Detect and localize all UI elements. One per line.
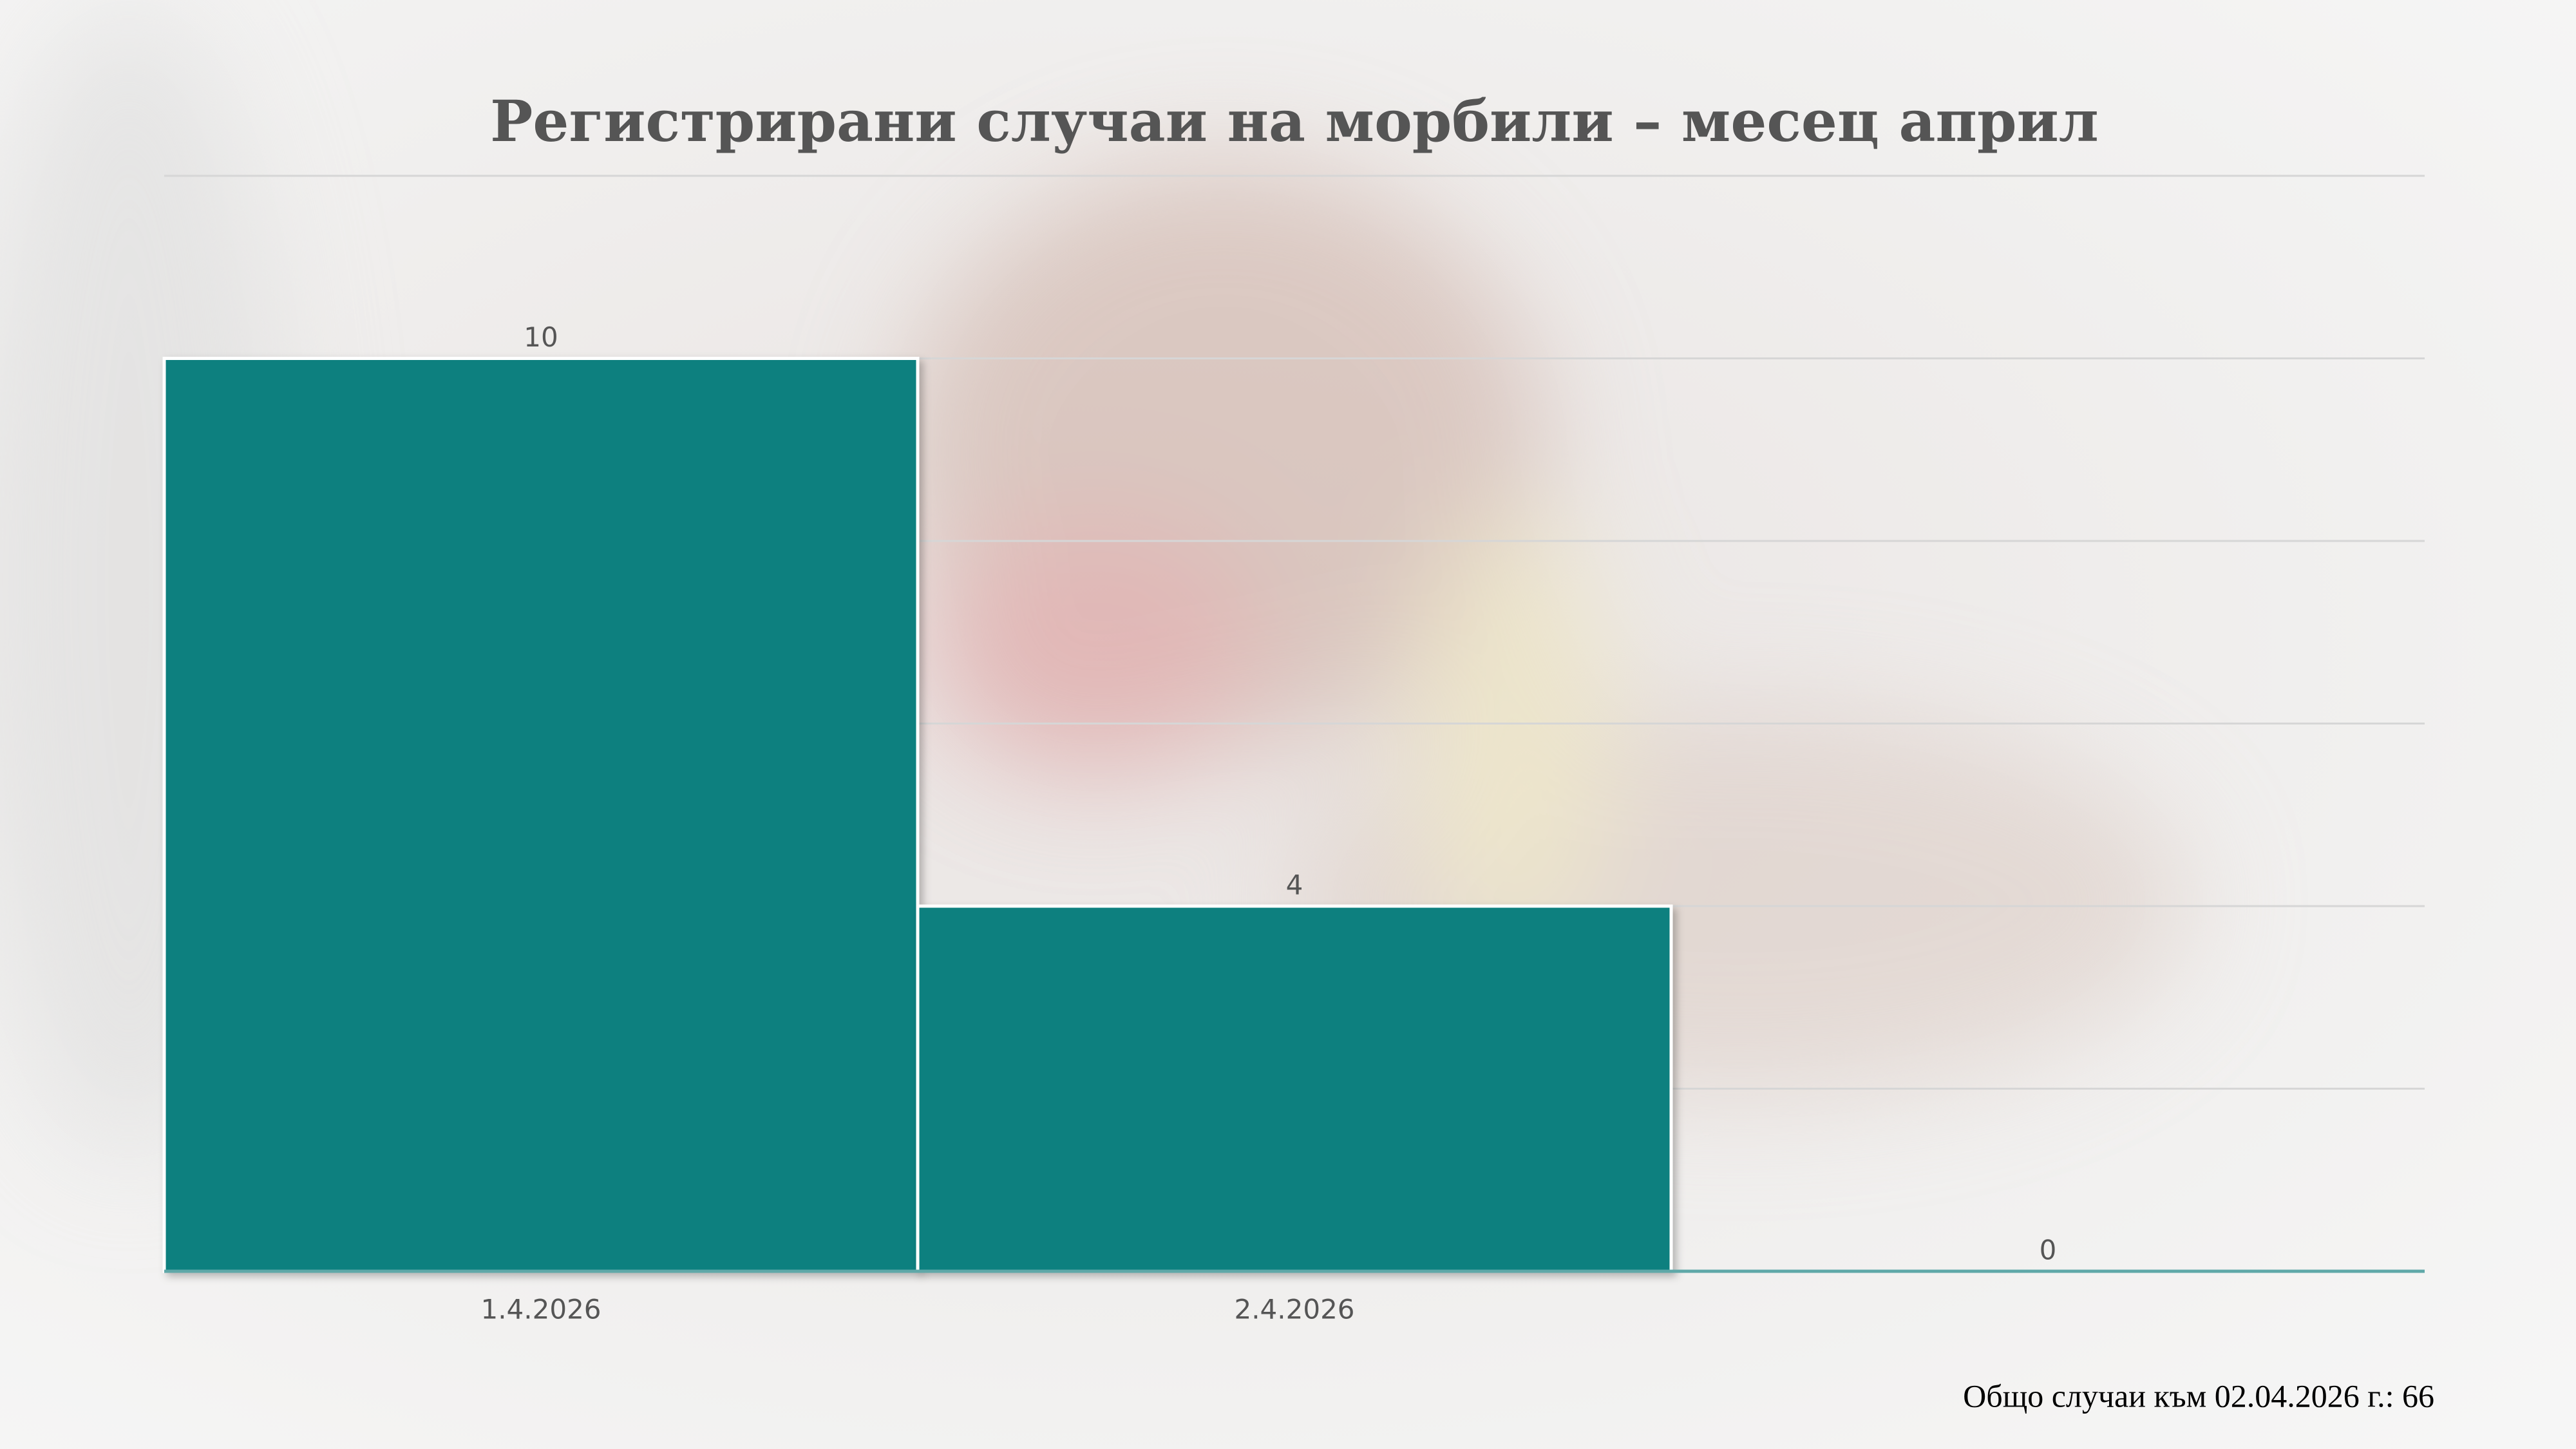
footnote: Общо случаи към 02.04.2026 г.: 66 (1963, 1378, 2434, 1414)
value-label: 0 (2040, 1235, 2057, 1266)
bar (162, 357, 920, 1273)
value-label: 10 (524, 321, 558, 353)
value-label: 4 (1286, 869, 1303, 901)
bar (916, 904, 1673, 1273)
x-tick-label: 2.4.2026 (1234, 1294, 1354, 1325)
x-tick-label: 1.4.2026 (480, 1294, 601, 1325)
chart-title: Регистрирани случаи на морбили – месец а… (490, 88, 2099, 155)
